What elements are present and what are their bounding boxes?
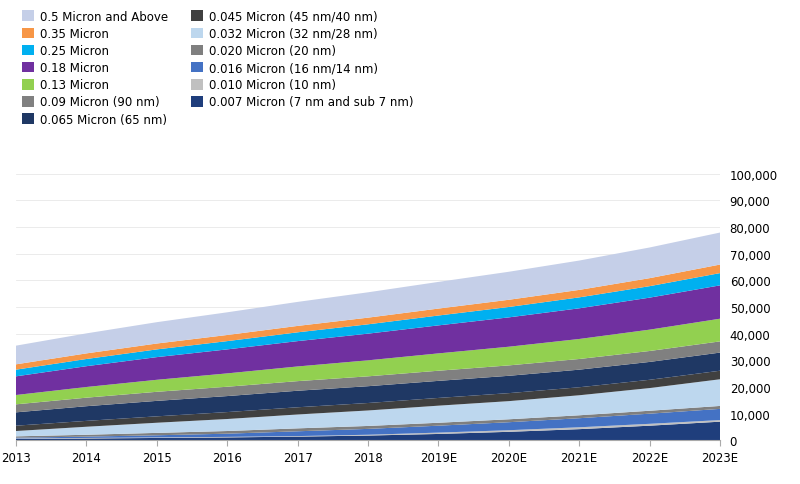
Legend: 0.5 Micron and Above, 0.35 Micron, 0.25 Micron, 0.18 Micron, 0.13 Micron, 0.09 M: 0.5 Micron and Above, 0.35 Micron, 0.25 … (22, 11, 414, 126)
